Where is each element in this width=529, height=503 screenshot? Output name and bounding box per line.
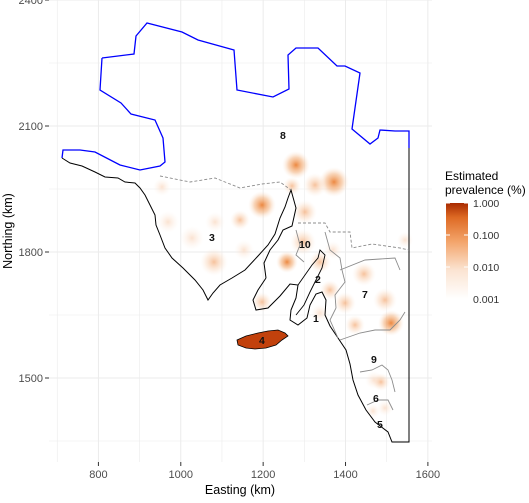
y-tick-label: 1500 bbox=[19, 373, 43, 385]
region-label-5: 5 bbox=[377, 419, 383, 431]
y-axis-title: Northing (km) bbox=[1, 193, 15, 269]
legend-tick-label: 0.001 bbox=[473, 294, 499, 306]
y-tick-label: 1800 bbox=[19, 247, 43, 259]
x-tick-label: 800 bbox=[89, 469, 107, 481]
y-tick-label: 2400 bbox=[19, 0, 43, 7]
peninsula-outline bbox=[295, 249, 326, 316]
x-axis-title: Easting (km) bbox=[205, 483, 275, 497]
region-label-10: 10 bbox=[299, 239, 311, 251]
region-label-1: 1 bbox=[313, 313, 319, 325]
y-tick-label: 2100 bbox=[19, 121, 43, 133]
outer-boundary bbox=[61, 22, 410, 171]
x-tick-label: 1000 bbox=[169, 469, 193, 481]
region-label-8: 8 bbox=[280, 130, 286, 142]
legend-colorbar bbox=[446, 203, 468, 299]
region-labels: 8 3 10 2 7 1 4 9 6 5 bbox=[209, 130, 383, 431]
region-label-3: 3 bbox=[209, 232, 215, 244]
x-tick-label: 1200 bbox=[251, 469, 275, 481]
region-label-7: 7 bbox=[362, 289, 368, 301]
legend-tick-label: 0.010 bbox=[473, 262, 499, 274]
region-label-9: 9 bbox=[371, 354, 377, 366]
region-label-6: 6 bbox=[373, 393, 379, 405]
legend: Estimated prevalence (%) 1.000 0.100 0.010… bbox=[445, 169, 526, 306]
x-axis: 800 1000 1200 1400 1600 bbox=[89, 462, 440, 481]
coastline-west bbox=[61, 157, 297, 301]
legend-title-line1: Estimated bbox=[445, 169, 498, 183]
region-label-4: 4 bbox=[259, 335, 265, 347]
x-tick-label: 1400 bbox=[333, 469, 357, 481]
legend-tick-label: 1.000 bbox=[473, 198, 499, 210]
region-label-2: 2 bbox=[315, 274, 321, 286]
prevalence-surface bbox=[153, 151, 413, 418]
legend-tick-label: 0.100 bbox=[473, 230, 499, 242]
region-4-island bbox=[236, 329, 289, 350]
coastline-gulf bbox=[252, 148, 410, 443]
region-borders bbox=[159, 175, 410, 411]
legend-title-line2: prevalence (%) bbox=[445, 183, 526, 197]
y-axis: 2400 2100 1800 1500 bbox=[19, 0, 49, 385]
x-tick-label: 1600 bbox=[416, 469, 440, 481]
